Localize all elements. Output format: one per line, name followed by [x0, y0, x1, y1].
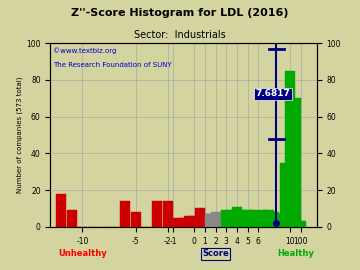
Bar	[226, 210, 237, 227]
Y-axis label: Number of companies (573 total): Number of companies (573 total)	[17, 77, 23, 193]
Bar	[258, 210, 269, 227]
Bar	[274, 214, 284, 227]
Bar	[248, 210, 258, 227]
Text: The Research Foundation of SUNY: The Research Foundation of SUNY	[53, 62, 172, 68]
Text: Sector:  Industrials: Sector: Industrials	[134, 30, 226, 40]
Text: Healthy: Healthy	[277, 249, 314, 258]
Text: Z''-Score Histogram for LDL (2016): Z''-Score Histogram for LDL (2016)	[71, 8, 289, 18]
Bar	[168, 221, 178, 227]
Bar	[131, 212, 141, 227]
Bar	[264, 210, 274, 227]
Text: ©www.textbiz.org: ©www.textbiz.org	[53, 47, 116, 53]
Bar	[173, 218, 183, 227]
Bar	[232, 207, 242, 227]
Bar	[211, 212, 221, 227]
Bar	[67, 210, 77, 227]
Bar	[56, 194, 66, 227]
Bar	[194, 208, 204, 227]
Bar	[269, 212, 279, 227]
Bar	[221, 210, 231, 227]
Bar	[253, 212, 263, 227]
Text: 7.6817: 7.6817	[256, 89, 291, 98]
Bar	[291, 98, 301, 227]
Bar	[237, 210, 247, 227]
Bar	[189, 216, 199, 227]
Bar	[285, 71, 295, 227]
Text: Score: Score	[202, 249, 229, 258]
Bar	[280, 163, 290, 227]
Bar	[163, 201, 173, 227]
Bar	[184, 216, 194, 227]
Bar	[152, 201, 162, 227]
Bar	[243, 210, 253, 227]
Bar	[216, 212, 226, 227]
Bar	[200, 214, 210, 227]
Bar	[296, 221, 306, 227]
Text: Unhealthy: Unhealthy	[58, 249, 107, 258]
Bar	[179, 218, 189, 227]
Bar	[120, 201, 130, 227]
Bar	[205, 214, 215, 227]
